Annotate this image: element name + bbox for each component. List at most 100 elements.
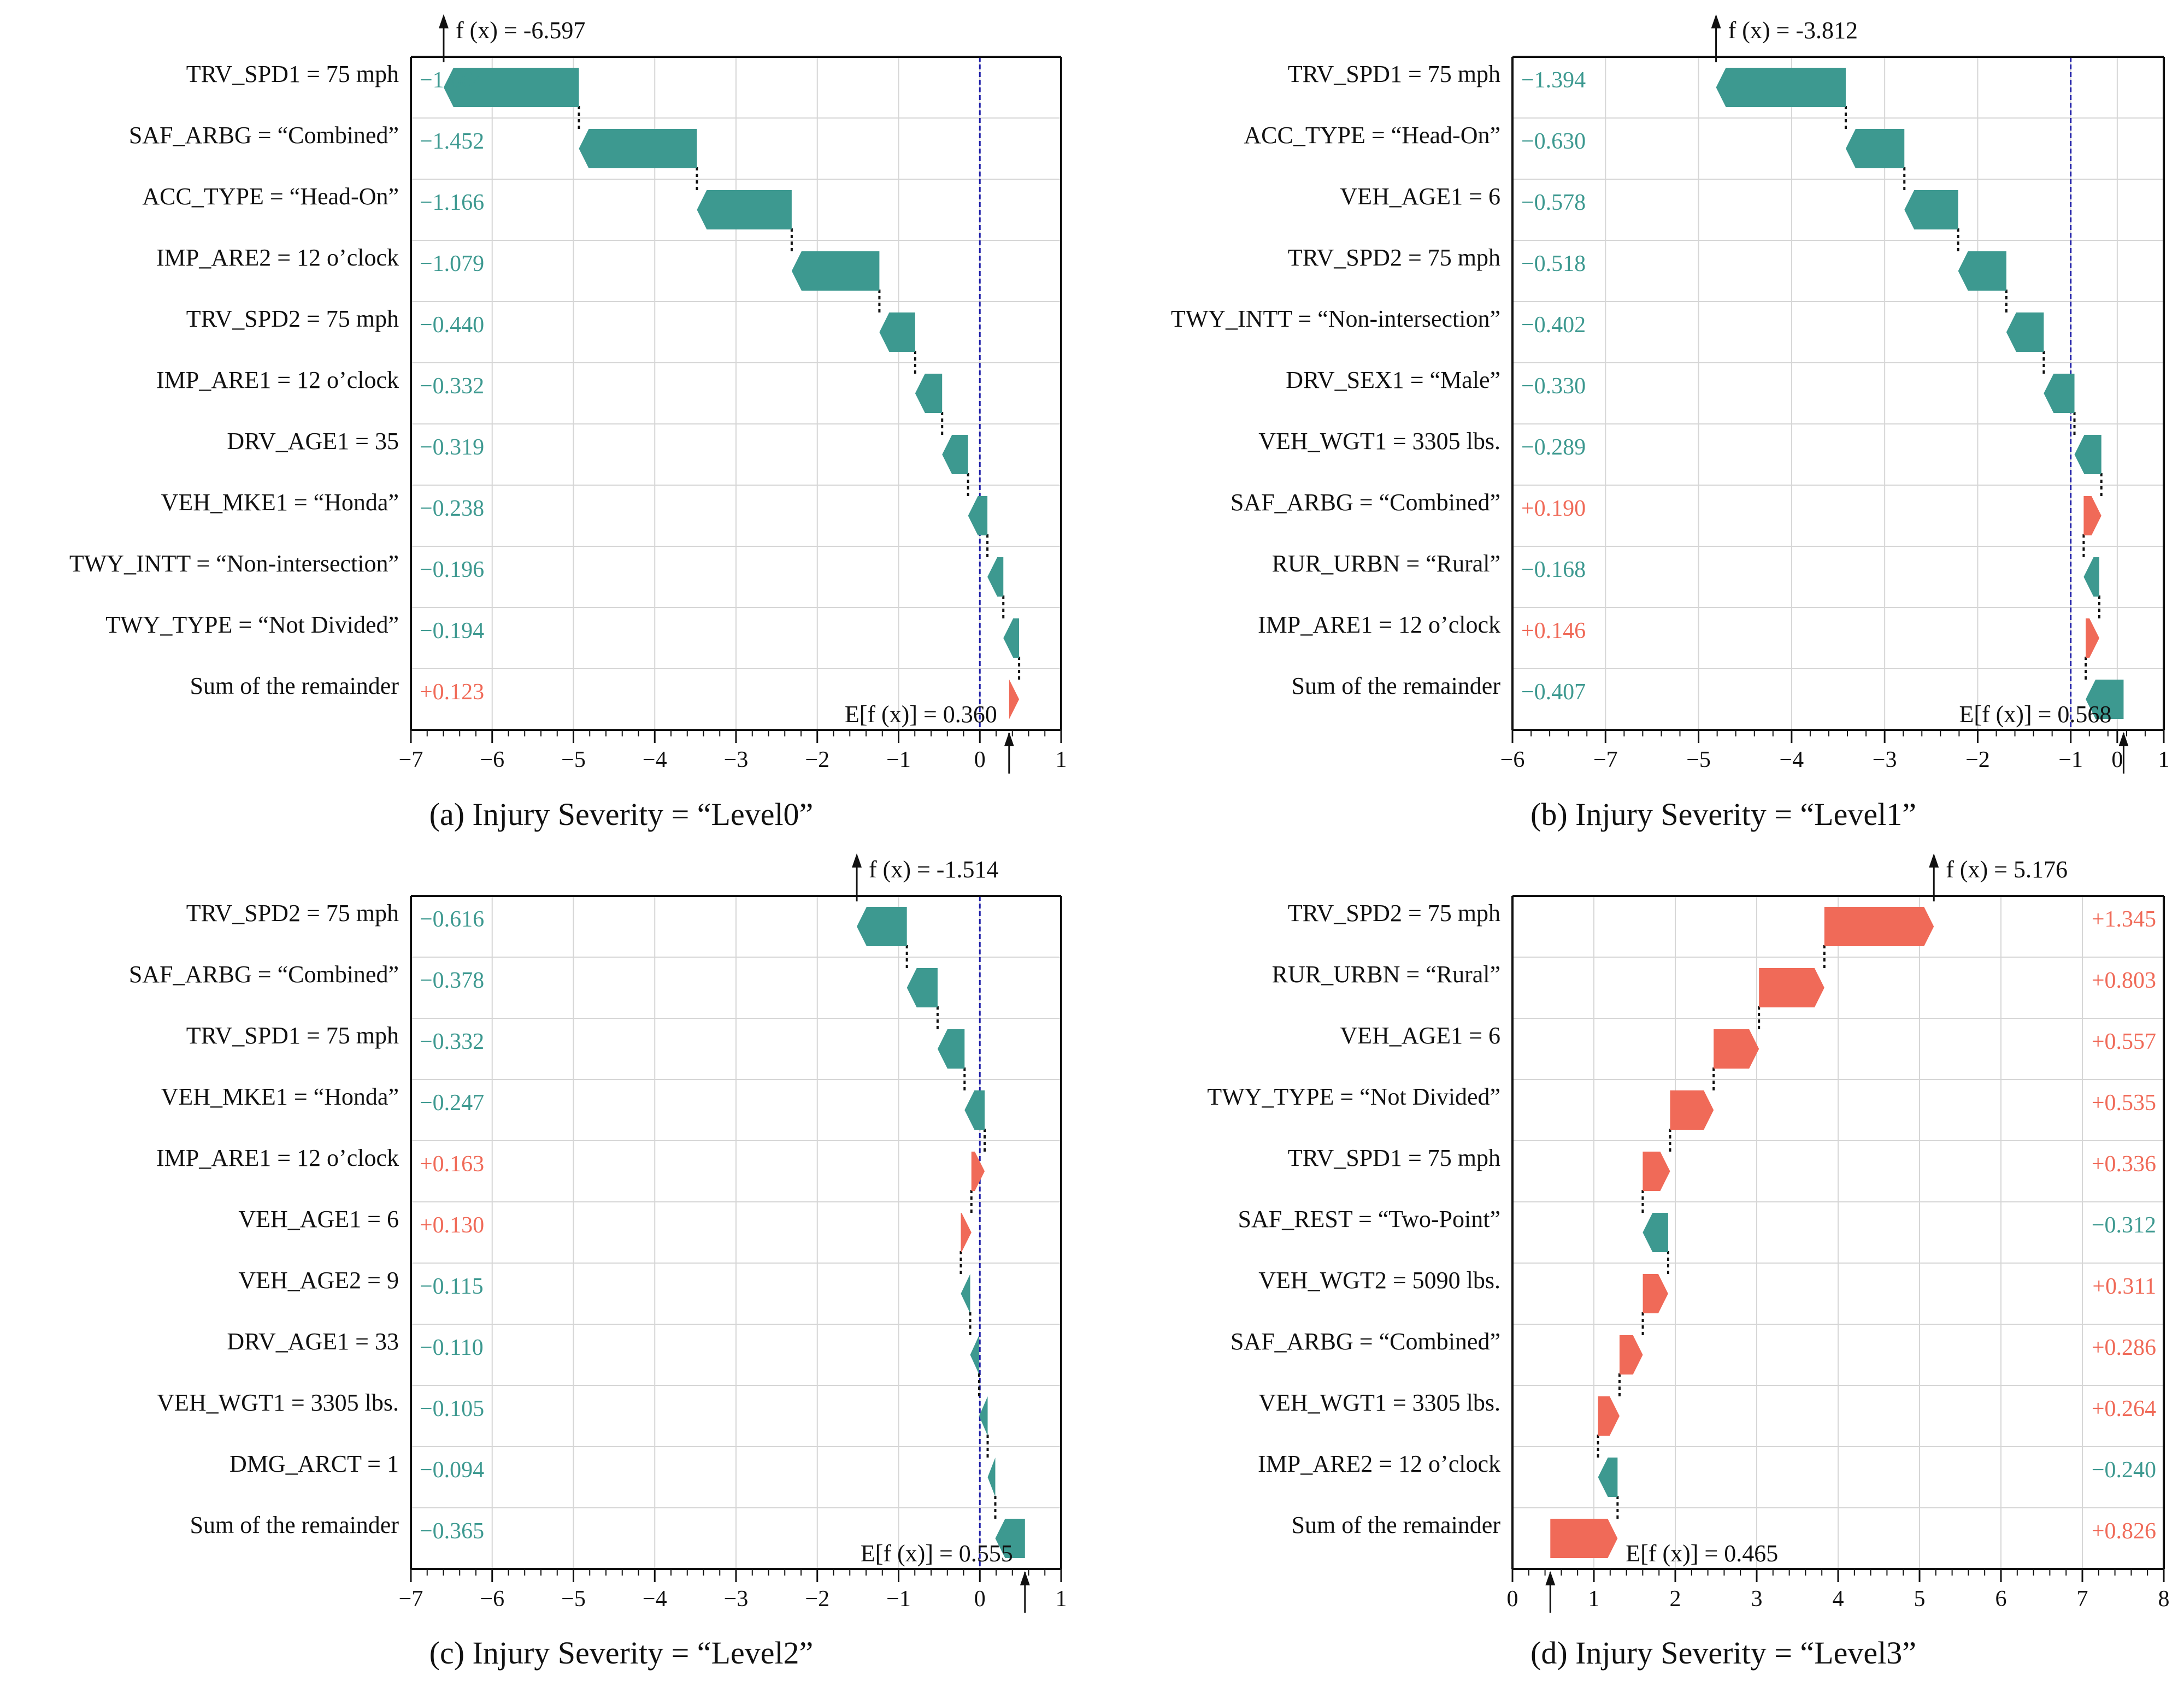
bar-veh-age1-6 xyxy=(961,1213,972,1252)
base-marker-arrow-icon xyxy=(1545,1571,1556,1585)
tick-label: −4 xyxy=(643,747,667,772)
bar-sum-of-the-remainder xyxy=(995,1519,1025,1558)
contribution-value: −0.365 xyxy=(420,1519,484,1544)
feature-label: TRV_SPD2 = 75 mph xyxy=(186,305,399,332)
feature-label: RUR_URBN = “Rural” xyxy=(1272,550,1500,577)
bar-rur-urbn-rural xyxy=(1759,968,1824,1007)
tick-label: −5 xyxy=(561,1586,586,1612)
base-marker-arrow-icon xyxy=(2118,732,2129,746)
feature-label: TWY_TYPE = “Not Divided” xyxy=(105,611,399,638)
feature-label: Sum of the remainder xyxy=(190,1512,399,1538)
contribution-value: −1.166 xyxy=(420,190,484,215)
contribution-value: +0.311 xyxy=(2092,1274,2156,1299)
panel-level0: TRV_SPD1 = 75 mph −1.664 SAF_ARBG = “Combi… xyxy=(69,14,1067,832)
feature-label: TRV_SPD2 = 75 mph xyxy=(186,900,399,927)
bar-saf-arbg-combined xyxy=(2083,496,2101,535)
tick-label: 5 xyxy=(1914,1586,1926,1612)
bar-saf-arbg-combined xyxy=(579,129,697,168)
bar-twy-intt-non-intersection xyxy=(987,557,1004,597)
feature-label: DMG_ARCT = 1 xyxy=(229,1450,399,1477)
feature-label: IMP_ARE2 = 12 o’clock xyxy=(156,244,399,271)
contribution-value: −0.402 xyxy=(1521,312,1586,338)
tick-label: −4 xyxy=(1780,747,1804,772)
contribution-value: +0.336 xyxy=(2092,1152,2156,1177)
contribution-value: +0.535 xyxy=(2092,1090,2156,1116)
contribution-value: −0.616 xyxy=(420,907,484,932)
contribution-value: −0.332 xyxy=(420,374,484,399)
tick-label: −2 xyxy=(805,747,829,772)
tick-label: −5 xyxy=(1686,747,1711,772)
feature-label: TWY_TYPE = “Not Divided” xyxy=(1207,1083,1500,1110)
feature-label: IMP_ARE1 = 12 o’clock xyxy=(156,367,399,393)
feature-label: VEH_MKE1 = “Honda” xyxy=(161,489,399,516)
bar-veh-age2-9 xyxy=(961,1274,970,1313)
bar-veh-wgt1-3305-lbs xyxy=(1598,1396,1620,1436)
contribution-value: +0.286 xyxy=(2092,1335,2156,1360)
fx-marker-arrow-icon xyxy=(852,853,862,868)
tick-label: −7 xyxy=(1593,747,1618,772)
contribution-value: −0.110 xyxy=(420,1335,484,1360)
bar-drv-sex1-male xyxy=(2044,374,2075,413)
feature-label: VEH_WGT1 = 3305 lbs. xyxy=(1258,1389,1500,1416)
contribution-value: −0.312 xyxy=(2092,1213,2156,1238)
feature-label: VEH_WGT1 = 3305 lbs. xyxy=(157,1389,399,1416)
feature-label: ACC_TYPE = “Head-On” xyxy=(142,183,399,210)
contribution-value: +0.557 xyxy=(2092,1029,2156,1054)
feature-label: TRV_SPD1 = 75 mph xyxy=(1288,1145,1500,1171)
panel-level3: TRV_SPD2 = 75 mph +1.345 RUR_URBN = “Rural… xyxy=(1207,853,2170,1671)
bar-dmg-arct-1 xyxy=(987,1458,996,1497)
contribution-value: −0.194 xyxy=(420,618,484,644)
tick-label: −2 xyxy=(805,1586,829,1612)
tick-label: 7 xyxy=(2077,1586,2088,1612)
contribution-value: +1.345 xyxy=(2092,907,2156,932)
contribution-value: −1.079 xyxy=(420,251,484,276)
fx-label: f (x) = 5.176 xyxy=(1946,856,2068,883)
tick-label: −1 xyxy=(886,1586,911,1612)
contribution-value: +0.130 xyxy=(420,1213,484,1238)
bar-saf-arbg-combined xyxy=(1619,1335,1643,1375)
contribution-value: +0.190 xyxy=(1521,496,1586,521)
feature-label: DRV_AGE1 = 35 xyxy=(227,428,399,455)
contribution-value: −0.518 xyxy=(1521,251,1586,276)
bar-trv-spd2-75-mph xyxy=(1958,251,2006,291)
feature-label: DRV_AGE1 = 33 xyxy=(227,1328,399,1355)
bar-saf-arbg-combined xyxy=(906,968,938,1007)
contribution-value: −0.238 xyxy=(420,496,484,521)
feature-label: TWY_INTT = “Non-intersection” xyxy=(1171,305,1500,332)
panel-level1: TRV_SPD1 = 75 mph −1.394 ACC_TYPE = “Head-… xyxy=(1171,14,2170,832)
feature-label: VEH_WGT2 = 5090 lbs. xyxy=(1258,1267,1500,1294)
bar-imp-are1-12-o-clock xyxy=(915,374,943,413)
bar-saf-rest-two-point xyxy=(1643,1213,1668,1252)
feature-label: IMP_ARE1 = 12 o’clock xyxy=(1258,611,1500,638)
feature-label: SAF_ARBG = “Combined” xyxy=(1231,1328,1500,1355)
feature-label: SAF_ARBG = “Combined” xyxy=(129,122,399,149)
panel-level2: TRV_SPD2 = 75 mph −0.616 SAF_ARBG = “Combi… xyxy=(129,853,1067,1671)
contribution-value: −0.630 xyxy=(1521,129,1586,154)
contribution-value: −0.094 xyxy=(420,1458,484,1483)
tick-label: 0 xyxy=(974,1586,986,1612)
feature-label: VEH_WGT1 = 3305 lbs. xyxy=(1258,428,1500,455)
tick-label: 1 xyxy=(1056,1586,1067,1612)
bar-drv-age1-33 xyxy=(970,1335,979,1375)
contribution-value: +0.264 xyxy=(2092,1396,2156,1421)
contribution-value: +0.146 xyxy=(1521,618,1586,644)
tick-label: −7 xyxy=(399,1586,423,1612)
contribution-value: −1.664 xyxy=(420,68,484,93)
contribution-value: +0.826 xyxy=(2092,1519,2156,1544)
feature-label: Sum of the remainder xyxy=(1292,673,1501,699)
tick-label: 6 xyxy=(1995,1586,2007,1612)
contribution-value: −0.378 xyxy=(420,968,484,993)
bar-twy-type-not-divided xyxy=(1670,1090,1714,1130)
bar-veh-age1-6 xyxy=(1714,1029,1759,1069)
bar-acc-type-head-on xyxy=(1845,129,1905,168)
tick-label: 0 xyxy=(1507,1586,1518,1612)
bar-sum-of-the-remainder xyxy=(1550,1519,1618,1558)
fx-label: f (x) = -6.597 xyxy=(456,17,585,44)
feature-label: IMP_ARE1 = 12 o’clock xyxy=(156,1145,399,1171)
bar-acc-type-head-on xyxy=(697,190,792,229)
feature-label: SAF_REST = “Two-Point” xyxy=(1238,1206,1500,1232)
panel-caption: (b) Injury Severity = “Level1” xyxy=(1530,797,1916,832)
feature-label: DRV_SEX1 = “Male” xyxy=(1286,367,1500,393)
bar-veh-age1-6 xyxy=(1904,190,1958,229)
tick-label: −7 xyxy=(399,747,423,772)
